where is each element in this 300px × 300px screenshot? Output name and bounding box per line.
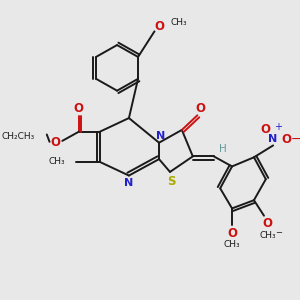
Text: CH₃: CH₃	[48, 158, 65, 166]
Text: N: N	[268, 134, 278, 144]
Text: O: O	[195, 102, 205, 116]
Text: CH₃: CH₃	[171, 18, 188, 27]
Text: CH₃: CH₃	[259, 231, 276, 240]
Text: CH₃: CH₃	[224, 240, 240, 249]
Text: +: +	[274, 122, 282, 132]
Text: N: N	[156, 131, 166, 141]
Text: O: O	[50, 136, 60, 149]
Text: O: O	[74, 102, 84, 116]
Text: O: O	[261, 122, 271, 136]
Text: O: O	[281, 133, 291, 146]
Text: H: H	[219, 144, 227, 154]
Text: −: −	[291, 133, 300, 146]
Text: O: O	[227, 227, 237, 241]
Text: N: N	[124, 178, 134, 188]
Text: O: O	[262, 218, 273, 230]
Text: O: O	[154, 20, 164, 33]
Text: CH₂CH₃: CH₂CH₃	[2, 132, 35, 141]
Text: −: −	[275, 228, 282, 237]
Text: S: S	[168, 175, 176, 188]
